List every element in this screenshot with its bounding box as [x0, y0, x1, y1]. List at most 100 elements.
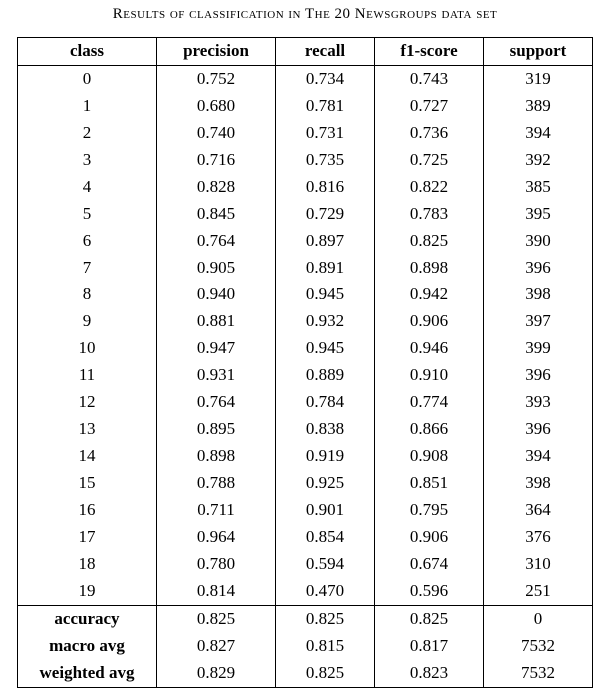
summary-label: weighted avg [18, 660, 157, 687]
cell-recall: 0.735 [276, 147, 375, 174]
col-header-precision: precision [157, 38, 276, 66]
cell-class: 15 [18, 470, 157, 497]
cell-precision: 0.814 [157, 578, 276, 605]
cell-support: 319 [484, 65, 593, 92]
cell-class: 13 [18, 416, 157, 443]
cell-class: 19 [18, 578, 157, 605]
cell-f1: 0.906 [375, 308, 484, 335]
cell-precision: 0.716 [157, 147, 276, 174]
cell-precision: 0.740 [157, 120, 276, 147]
cell-recall: 0.825 [276, 605, 375, 632]
cell-support: 0 [484, 605, 593, 632]
summary-label: macro avg [18, 633, 157, 660]
cell-precision: 0.940 [157, 281, 276, 308]
cell-precision: 0.905 [157, 255, 276, 282]
cell-precision: 0.828 [157, 174, 276, 201]
cell-support: 389 [484, 93, 593, 120]
cell-class: 7 [18, 255, 157, 282]
cell-support: 398 [484, 281, 593, 308]
cell-f1: 0.898 [375, 255, 484, 282]
table-row: 110.9310.8890.910396 [18, 362, 593, 389]
cell-recall: 0.594 [276, 551, 375, 578]
cell-recall: 0.897 [276, 228, 375, 255]
cell-f1: 0.851 [375, 470, 484, 497]
cell-f1: 0.725 [375, 147, 484, 174]
cell-class: 16 [18, 497, 157, 524]
cell-class: 1 [18, 93, 157, 120]
summary-row: weighted avg0.8290.8250.8237532 [18, 660, 593, 687]
cell-recall: 0.891 [276, 255, 375, 282]
cell-support: 364 [484, 497, 593, 524]
cell-f1: 0.674 [375, 551, 484, 578]
cell-precision: 0.680 [157, 93, 276, 120]
cell-precision: 0.711 [157, 497, 276, 524]
cell-f1: 0.942 [375, 281, 484, 308]
cell-recall: 0.925 [276, 470, 375, 497]
cell-class: 11 [18, 362, 157, 389]
cell-f1: 0.910 [375, 362, 484, 389]
cell-precision: 0.845 [157, 201, 276, 228]
cell-class: 3 [18, 147, 157, 174]
cell-precision: 0.788 [157, 470, 276, 497]
table-row: 80.9400.9450.942398 [18, 281, 593, 308]
cell-f1: 0.596 [375, 578, 484, 605]
cell-f1: 0.908 [375, 443, 484, 470]
cell-recall: 0.945 [276, 281, 375, 308]
cell-precision: 0.947 [157, 335, 276, 362]
cell-support: 396 [484, 416, 593, 443]
cell-class: 2 [18, 120, 157, 147]
header-row: class precision recall f1-score support [18, 38, 593, 66]
table-row: 30.7160.7350.725392 [18, 147, 593, 174]
cell-f1: 0.946 [375, 335, 484, 362]
cell-recall: 0.945 [276, 335, 375, 362]
cell-f1: 0.795 [375, 497, 484, 524]
table-row: 120.7640.7840.774393 [18, 389, 593, 416]
cell-precision: 0.827 [157, 633, 276, 660]
summary-row: macro avg0.8270.8150.8177532 [18, 633, 593, 660]
table-caption: Results of classification in The 20 News… [0, 6, 610, 23]
cell-f1: 0.823 [375, 660, 484, 687]
results-table: class precision recall f1-score support … [17, 37, 593, 688]
table-row: 190.8140.4700.596251 [18, 578, 593, 605]
cell-precision: 0.895 [157, 416, 276, 443]
cell-precision: 0.964 [157, 524, 276, 551]
cell-recall: 0.470 [276, 578, 375, 605]
cell-recall: 0.734 [276, 65, 375, 92]
cell-support: 394 [484, 443, 593, 470]
cell-precision: 0.898 [157, 443, 276, 470]
table-row: 10.6800.7810.727389 [18, 93, 593, 120]
cell-recall: 0.729 [276, 201, 375, 228]
cell-recall: 0.838 [276, 416, 375, 443]
cell-recall: 0.784 [276, 389, 375, 416]
cell-support: 395 [484, 201, 593, 228]
cell-recall: 0.854 [276, 524, 375, 551]
cell-precision: 0.881 [157, 308, 276, 335]
cell-support: 310 [484, 551, 593, 578]
cell-f1: 0.817 [375, 633, 484, 660]
table-row: 160.7110.9010.795364 [18, 497, 593, 524]
cell-precision: 0.931 [157, 362, 276, 389]
cell-f1: 0.774 [375, 389, 484, 416]
cell-class: 0 [18, 65, 157, 92]
cell-class: 18 [18, 551, 157, 578]
cell-class: 17 [18, 524, 157, 551]
cell-support: 393 [484, 389, 593, 416]
table-row: 100.9470.9450.946399 [18, 335, 593, 362]
cell-support: 385 [484, 174, 593, 201]
cell-class: 6 [18, 228, 157, 255]
cell-f1: 0.727 [375, 93, 484, 120]
cell-precision: 0.752 [157, 65, 276, 92]
cell-support: 397 [484, 308, 593, 335]
col-header-support: support [484, 38, 593, 66]
cell-recall: 0.889 [276, 362, 375, 389]
cell-class: 8 [18, 281, 157, 308]
cell-precision: 0.764 [157, 228, 276, 255]
table-row: 170.9640.8540.906376 [18, 524, 593, 551]
cell-support: 392 [484, 147, 593, 174]
cell-precision: 0.829 [157, 660, 276, 687]
table-row: 50.8450.7290.783395 [18, 201, 593, 228]
table-row: 150.7880.9250.851398 [18, 470, 593, 497]
cell-precision: 0.764 [157, 389, 276, 416]
cell-recall: 0.901 [276, 497, 375, 524]
cell-f1: 0.906 [375, 524, 484, 551]
